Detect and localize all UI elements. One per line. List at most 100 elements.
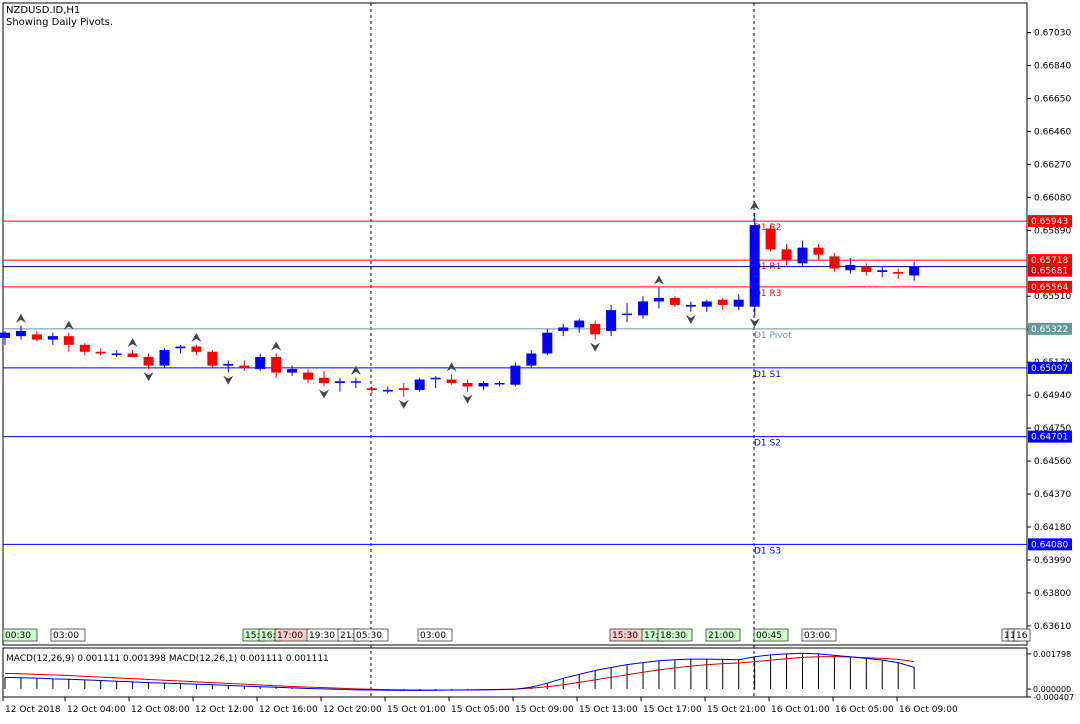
session-label-text: 18:30 (660, 631, 686, 641)
macd-tick-label: -0.000407 (1033, 693, 1074, 702)
candle-body (303, 372, 314, 380)
candle-body (462, 382, 473, 387)
price-tick-label: 0.64180 (1034, 523, 1071, 533)
session-label-text: 16: (261, 631, 275, 641)
candle-body (223, 363, 234, 366)
candle-body (893, 271, 904, 274)
fractal-up-arrow (749, 200, 760, 210)
session-label (417, 628, 453, 642)
price-tick-label: 0.63990 (1034, 556, 1071, 566)
candle-body (765, 228, 776, 250)
candle-body (159, 350, 170, 366)
fractal-up-arrow (446, 362, 457, 372)
pivot-price-tag-text: 0.65097 (1031, 364, 1068, 374)
candle-body (414, 379, 425, 390)
candle-body (175, 346, 186, 349)
macd-tick-label: 0.000000 (1033, 685, 1071, 694)
candle-body (127, 353, 138, 357)
candle-body (111, 353, 122, 355)
session-label-text: 00:30 (5, 631, 31, 641)
macd-main-line (4, 652, 915, 691)
pivot-label: D1 S1 (754, 370, 781, 380)
candle-body (95, 351, 106, 354)
time-tick-label: 15 Oct 09:00 (515, 705, 574, 715)
session-label-text: 15: (245, 631, 259, 641)
session-label (801, 628, 837, 642)
time-tick-label: 12 Oct 2018 (5, 705, 61, 715)
main-chart-frame (2, 2, 1028, 646)
candle-body (590, 324, 601, 335)
candle-body (334, 381, 345, 383)
current-price-tag (1028, 265, 1072, 277)
pivot-price-tag-text: 0.65564 (1031, 283, 1068, 293)
session-label (753, 628, 789, 642)
indicator-subtitle: Showing Daily Pivots. (6, 17, 113, 28)
fractal-down-arrow (749, 318, 760, 328)
candle-body (398, 388, 409, 390)
candle-body (239, 365, 250, 368)
session-label-text: 1 (1010, 631, 1016, 641)
candle-body (717, 299, 728, 305)
candle-body (653, 297, 664, 302)
candle-body (797, 247, 808, 264)
pivot-price-tag (1028, 538, 1072, 551)
session-label-text: 16 (1016, 631, 1028, 641)
fractal-down-arrow (462, 394, 473, 404)
session-label-text: 1 (1004, 631, 1010, 641)
candle-body (685, 304, 696, 307)
price-tick-label: 0.64750 (1034, 424, 1071, 434)
candle-body (638, 301, 648, 316)
candle-body (574, 320, 585, 328)
candle-body (271, 356, 282, 373)
candle-body (79, 344, 90, 352)
session-label-text: 03:00 (420, 631, 446, 641)
price-tick-label: 0.65510 (1034, 292, 1071, 302)
price-tick-label: 0.67030 (1034, 28, 1071, 38)
candle-body (382, 389, 393, 392)
candle-body (63, 336, 74, 345)
price-tick-label: 0.64370 (1034, 490, 1071, 500)
session-label-text: 03:00 (804, 631, 830, 641)
session-label (705, 628, 741, 642)
price-tick-label: 0.66840 (1034, 61, 1071, 71)
price-tick-label: 0.66460 (1034, 127, 1071, 137)
fractal-down-arrow (685, 314, 696, 324)
fractal-up-arrow (653, 275, 664, 285)
candle-body (781, 249, 792, 260)
time-tick-label: 15 Oct 01:00 (387, 705, 446, 715)
candle-body (47, 336, 58, 340)
price-tick-label: 0.63800 (1034, 589, 1071, 599)
time-tick-label: 12 Oct 08:00 (131, 705, 190, 715)
pivot-label: D1 R1 (754, 262, 782, 272)
time-tick-label: 15 Oct 17:00 (643, 705, 702, 715)
time-tick-label: 15 Oct 21:00 (707, 705, 766, 715)
candle-body (861, 266, 872, 272)
pivot-price-tag (1028, 254, 1072, 267)
pivot-price-tag (1028, 430, 1072, 443)
time-tick-label: 12 Oct 04:00 (67, 705, 126, 715)
session-label (657, 628, 693, 642)
time-tick-label: 15 Oct 13:00 (579, 705, 638, 715)
symbol-title: NZDUSD.ID,H1 (6, 5, 80, 16)
session-label-text: 19:30 (309, 631, 335, 641)
candle-body (542, 332, 553, 354)
current-price-tag-text: 0.65681 (1031, 267, 1068, 277)
macd-label: MACD(12,26,9) 0.001111 0.001398 MACD(12,… (6, 654, 329, 664)
pivot-price-tag (1028, 215, 1072, 228)
pivot-label: D1 R3 (754, 289, 782, 299)
macd-tick-label: 0.001798 (1033, 650, 1071, 659)
candle-body (191, 346, 202, 352)
pivot-label: D1 S3 (754, 546, 781, 556)
session-label (353, 628, 389, 642)
candle-body (255, 356, 266, 370)
pivot-price-tag (1028, 280, 1072, 293)
candle-body (31, 334, 42, 340)
pivot-price-tag (1028, 322, 1072, 335)
candle-body (606, 310, 617, 331)
candle-body (207, 351, 218, 366)
candle-body (813, 247, 824, 255)
candle-body (622, 313, 633, 316)
fractal-down-arrow (143, 372, 154, 382)
fractal-up-arrow (127, 338, 138, 348)
pivot-label: D1 Pivot (754, 331, 792, 341)
